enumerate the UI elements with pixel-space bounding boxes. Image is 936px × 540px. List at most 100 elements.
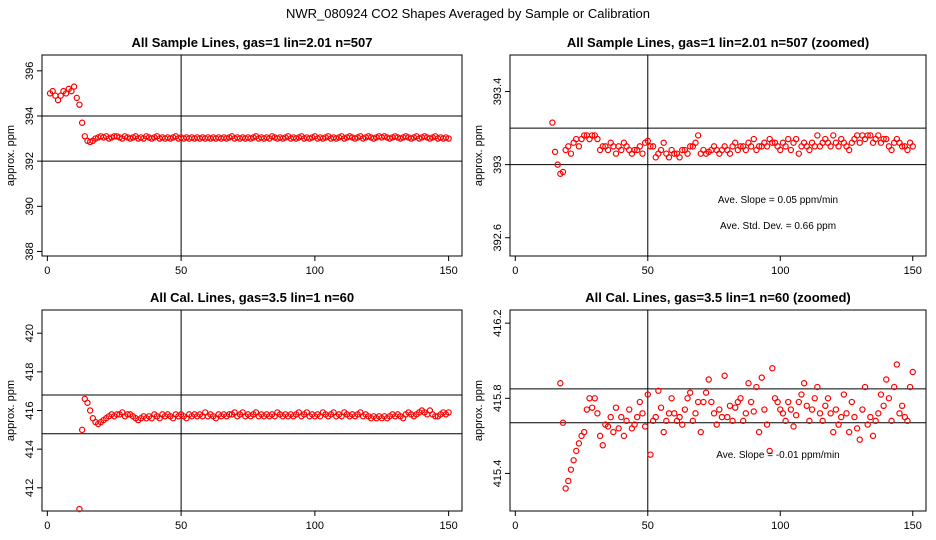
panel-4-data-point bbox=[824, 395, 832, 402]
panel-4-data-point bbox=[745, 380, 752, 387]
panel-4-data-point bbox=[702, 389, 710, 396]
panel-2-data-point bbox=[671, 150, 678, 157]
panel-1-data-point bbox=[445, 135, 452, 142]
panel-4-data-point bbox=[891, 383, 898, 391]
panel-4-data-point bbox=[790, 423, 797, 430]
panel-3-data-point bbox=[78, 426, 86, 434]
panel-3-plot-frame bbox=[41, 309, 463, 512]
panel-4-data-point bbox=[607, 413, 614, 421]
panel-3-y-axis-label: approx. ppm bbox=[5, 380, 17, 441]
panel-4-data-point bbox=[758, 374, 765, 381]
panel-4-data-point bbox=[774, 398, 781, 406]
panel-4-data-point bbox=[779, 410, 787, 417]
panel-4-data-point bbox=[753, 383, 760, 391]
panel-1-y-tick-label: 390 bbox=[24, 197, 36, 215]
panel-4-data-point bbox=[663, 417, 670, 425]
panel-4-data-point bbox=[898, 402, 906, 410]
panel-4-data-point bbox=[904, 417, 911, 425]
panel-4-data-point bbox=[739, 417, 747, 425]
panel-4-data-point bbox=[591, 395, 598, 402]
panel-4-data-point bbox=[792, 411, 800, 419]
panel-4-data-point bbox=[615, 425, 622, 432]
panel-4-data-point bbox=[732, 404, 739, 411]
panel-1-data-point bbox=[57, 92, 64, 99]
panel-4-data-point bbox=[570, 457, 577, 464]
panel-4-data-point bbox=[724, 413, 731, 421]
panel-4-data-point bbox=[737, 395, 744, 402]
panel-4-data-point bbox=[655, 387, 662, 394]
panel-4-data-point bbox=[766, 447, 773, 455]
panel-4-data-point bbox=[660, 428, 667, 436]
panel-4-data-point bbox=[729, 417, 736, 425]
panel-2-data-point bbox=[660, 139, 667, 146]
panel-1-data-point bbox=[78, 119, 86, 126]
panel-4-data-point bbox=[856, 436, 863, 443]
panel-2-annotation-1: Ave. Slope = 0.05 ppm/min bbox=[718, 195, 838, 206]
panel-2-data-point bbox=[649, 143, 657, 150]
panel-1-x-tick-label: 100 bbox=[306, 265, 324, 277]
panel-2-data-point bbox=[856, 139, 863, 146]
panel-4-data-point bbox=[562, 485, 569, 492]
panel-4-data-point bbox=[806, 417, 813, 425]
panel-2-data-point bbox=[694, 132, 702, 139]
panel-4-data-point bbox=[557, 380, 564, 387]
panel-4-data-point bbox=[755, 428, 763, 436]
panel-4-data-point bbox=[906, 383, 914, 391]
panel-2-data-point bbox=[732, 139, 739, 146]
panel-3-data-point bbox=[113, 411, 121, 418]
panel-4-data-point bbox=[559, 419, 567, 426]
panel-4-plot-frame bbox=[509, 309, 927, 512]
panel-1-plot-frame bbox=[41, 54, 463, 257]
panel-4-data-point bbox=[620, 432, 628, 440]
panel-4-data-point bbox=[636, 398, 644, 406]
panel-3-x-tick-label: 100 bbox=[306, 520, 324, 532]
panel-3-data-point bbox=[124, 411, 131, 418]
panel-1-data-point bbox=[81, 133, 89, 140]
panel-1-data-point bbox=[62, 90, 70, 97]
panel-1-data-point bbox=[70, 83, 78, 90]
panel-2-data-point bbox=[573, 135, 580, 143]
panel-4-data-point bbox=[795, 398, 803, 406]
panel-2-data-point bbox=[792, 135, 800, 143]
panel-4-y-tick-label: 416.2 bbox=[492, 309, 504, 337]
panel-2-data-point bbox=[814, 132, 821, 139]
panel-4-data-point bbox=[588, 404, 596, 411]
panel-1-y-tick-label: 392 bbox=[24, 152, 36, 170]
panel-2-data-point bbox=[588, 132, 596, 139]
panel-4-data-point bbox=[567, 466, 575, 473]
panel-2-data-point bbox=[864, 132, 871, 139]
panel-4-data-point bbox=[583, 406, 591, 413]
panel-3-x-tick-label: 150 bbox=[439, 520, 457, 532]
panel-4-y-axis-label: approx. ppm bbox=[473, 380, 485, 441]
panel-2-data-point bbox=[811, 143, 818, 150]
panel-4-data-point bbox=[618, 413, 625, 421]
panel-4-annotation-1: Ave. Slope = -0.01 ppm/min bbox=[716, 450, 840, 461]
panel-4-data-point bbox=[694, 398, 702, 406]
panel-1-data-point bbox=[73, 94, 80, 102]
panel-1-y-axis-label: approx. ppm bbox=[5, 125, 17, 186]
panel-4-data-point bbox=[763, 421, 771, 428]
panel-2-data-point bbox=[750, 135, 757, 143]
panel-4-data-point bbox=[761, 406, 768, 413]
panel-2-data-point bbox=[883, 135, 890, 143]
panel-4-data-point bbox=[814, 383, 821, 391]
panel-4-data-point bbox=[808, 406, 816, 413]
panel-2-data-point bbox=[599, 143, 606, 150]
panel-2-plot-frame bbox=[509, 54, 927, 257]
panel-4-data-point bbox=[700, 398, 707, 406]
panel-4-data-point bbox=[872, 417, 879, 425]
panel-4-data-point bbox=[604, 423, 612, 430]
panel-2-data-point bbox=[559, 168, 567, 176]
panel-3-title: All Cal. Lines, gas=3.5 lin=1 n=60 bbox=[150, 290, 354, 305]
panel-4-data-point bbox=[718, 413, 726, 421]
panel-4-y-tick-label: 415.4 bbox=[492, 460, 504, 488]
panel-4-data-point bbox=[580, 428, 588, 436]
panel-2-data-point bbox=[612, 150, 620, 157]
panel-4-data-point bbox=[681, 406, 689, 413]
panel-4-data-point bbox=[679, 421, 686, 428]
panel-2-data-point bbox=[676, 154, 683, 161]
panel-4-x-tick-label: 100 bbox=[771, 520, 789, 532]
panel-4-data-point bbox=[769, 365, 776, 372]
panel-4-data-point bbox=[594, 410, 601, 417]
